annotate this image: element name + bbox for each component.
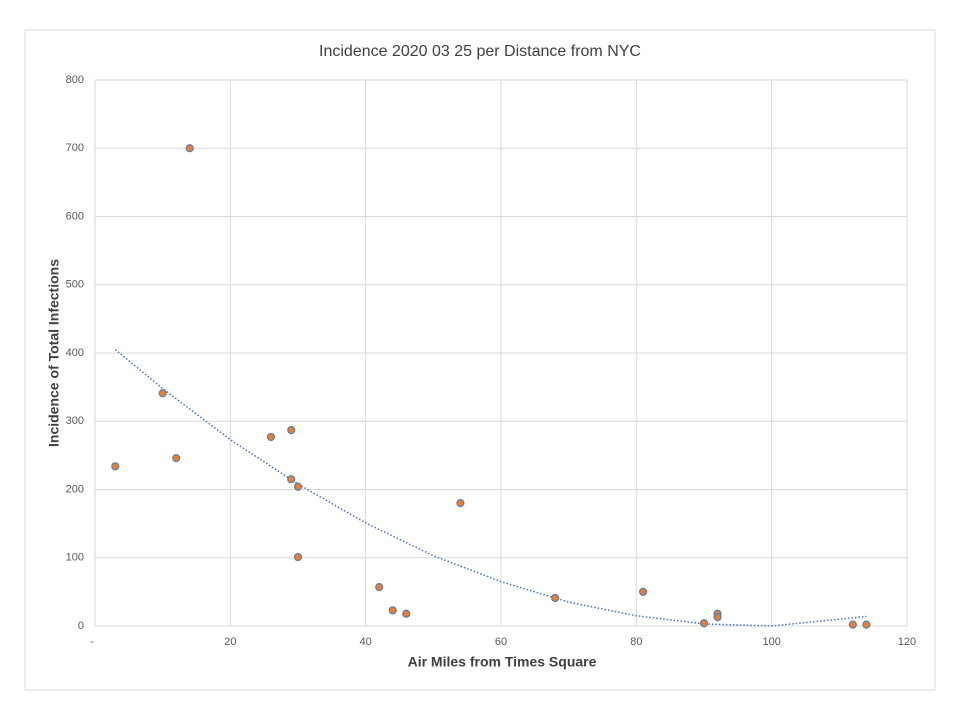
point <box>293 552 303 562</box>
y-axis-title: Incidence of Total Infections <box>46 259 62 447</box>
point <box>402 609 411 618</box>
y-tick-label: 500 <box>66 279 84 291</box>
x-tick-label: 100 <box>762 636 780 648</box>
y-tick-label: 400 <box>66 347 84 359</box>
point <box>388 606 397 615</box>
x-tick-label: 20 <box>224 636 236 648</box>
point <box>287 475 296 484</box>
x-axis-title: Air Miles from Times Square <box>408 654 597 670</box>
y-tick-label: 800 <box>66 74 84 86</box>
trendline <box>114 349 867 627</box>
y-tick-label: 700 <box>66 142 84 154</box>
x-tick-label: 40 <box>360 636 372 648</box>
x-tick-label: 120 <box>898 636 916 648</box>
x-tick-label: 60 <box>495 636 507 648</box>
point <box>456 499 465 508</box>
point <box>185 144 194 153</box>
y-tick-label: 300 <box>66 415 84 427</box>
point <box>111 462 120 471</box>
point <box>551 593 560 603</box>
point <box>848 620 857 629</box>
point <box>862 620 871 629</box>
chart-title: Incidence 2020 03 25 per Distance from N… <box>319 43 641 60</box>
y-tick-label: 600 <box>66 210 84 222</box>
point <box>713 613 722 622</box>
chart-frame <box>24 29 936 691</box>
x-tick-label: - <box>90 636 94 648</box>
point <box>287 426 296 435</box>
y-tick-label: 200 <box>66 483 84 495</box>
point <box>172 454 181 463</box>
point <box>266 432 276 442</box>
x-tick-label: 80 <box>630 636 642 648</box>
y-tick-label: 0 <box>78 620 84 632</box>
point <box>158 389 167 398</box>
point <box>375 582 384 592</box>
y-tick-label: 100 <box>66 552 84 564</box>
point <box>638 587 648 596</box>
point <box>293 482 303 491</box>
point <box>699 619 709 628</box>
